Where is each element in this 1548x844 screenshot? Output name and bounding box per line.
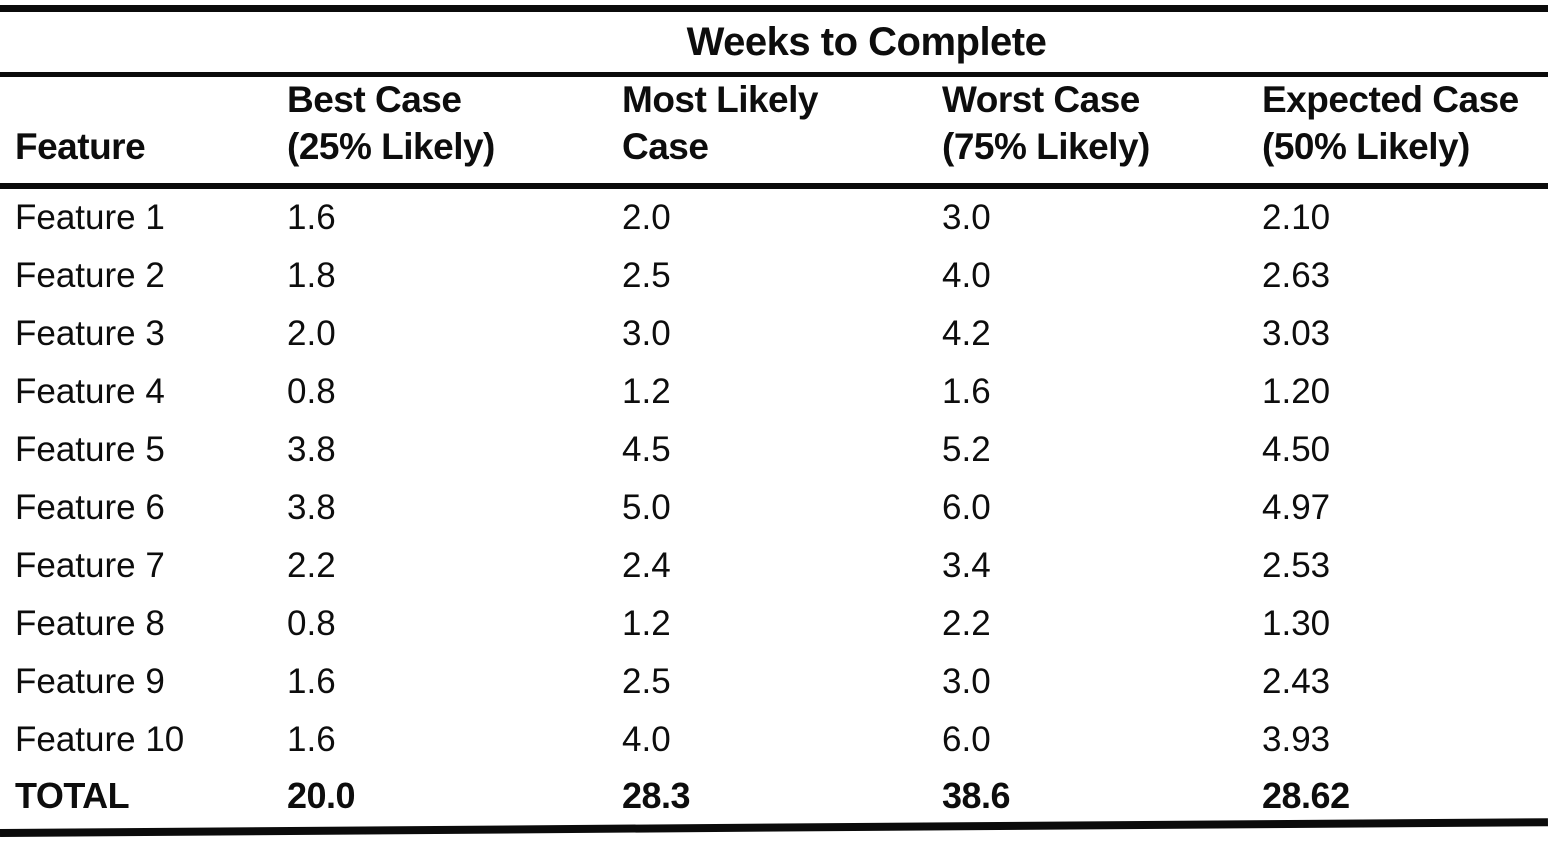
total-expected-case-cell: 28.62 [1262, 775, 1350, 816]
expected-case-cell: 2.43 [1262, 662, 1331, 701]
worst-case-cell: 3.4 [942, 546, 991, 585]
column-header-worst-case-line1: Worst Case [942, 79, 1140, 120]
best-case-cell: 0.8 [287, 604, 336, 643]
feature-cell: Feature 4 [15, 372, 165, 411]
table-row: Feature 7 2.2 2.4 3.4 2.53 [0, 537, 1548, 595]
column-header-most-likely-line1: Most Likely [622, 79, 819, 120]
expected-case-cell: 2.53 [1262, 546, 1331, 585]
most-likely-cell: 2.4 [622, 546, 671, 585]
feature-cell: Feature 10 [15, 720, 185, 759]
table-row: Feature 5 3.8 4.5 5.2 4.50 [0, 421, 1548, 479]
feature-cell: Feature 3 [15, 314, 165, 353]
table-row: Feature 10 1.6 4.0 6.0 3.93 [0, 711, 1548, 769]
column-header-expected-case-line1: Expected Case [1262, 79, 1519, 120]
header-underline-rule [0, 183, 1548, 189]
total-worst-case-cell: 38.6 [942, 775, 1011, 816]
expected-case-cell: 1.20 [1262, 372, 1331, 411]
total-most-likely-cell: 28.3 [622, 775, 691, 816]
best-case-cell: 1.8 [287, 256, 336, 295]
top-rule [0, 5, 1548, 12]
most-likely-cell: 3.0 [622, 314, 671, 353]
feature-cell: Feature 6 [15, 488, 165, 527]
worst-case-cell: 2.2 [942, 604, 991, 643]
expected-case-cell: 3.03 [1262, 314, 1331, 353]
feature-cell: Feature 5 [15, 430, 165, 469]
best-case-cell: 0.8 [287, 372, 336, 411]
column-header-best-case-line1: Best Case [287, 79, 462, 120]
column-header-row: Feature Best Case (25% Likely) Most Like… [0, 77, 1548, 183]
spanner-row: Weeks to Complete [0, 12, 1548, 72]
worst-case-cell: 4.0 [942, 256, 991, 295]
expected-case-cell: 2.63 [1262, 256, 1331, 295]
best-case-cell: 1.6 [287, 662, 336, 701]
table-row: Feature 6 3.8 5.0 6.0 4.97 [0, 479, 1548, 537]
column-header-feature: Feature [0, 77, 285, 183]
column-header-worst-case: Worst Case (75% Likely) [940, 77, 1260, 183]
feature-cell: Feature 8 [15, 604, 165, 643]
spanner-underline-rule [0, 72, 1548, 77]
column-header-most-likely-line2: Case [622, 125, 709, 167]
column-header-most-likely: Most Likely Case [620, 77, 940, 183]
column-header-feature-label: Feature [15, 125, 146, 167]
worst-case-cell: 5.2 [942, 430, 991, 469]
best-case-cell: 3.8 [287, 488, 336, 527]
most-likely-cell: 1.2 [622, 372, 671, 411]
column-header-best-case-line2: (25% Likely) [287, 125, 495, 167]
table-spanner-heading: Weeks to Complete [686, 19, 1047, 64]
most-likely-cell: 4.5 [622, 430, 671, 469]
best-case-cell: 2.2 [287, 546, 336, 585]
table-total-row: TOTAL 20.0 28.3 38.6 28.62 [0, 769, 1548, 823]
table-row: Feature 2 1.8 2.5 4.0 2.63 [0, 247, 1548, 305]
worst-case-cell: 1.6 [942, 372, 991, 411]
feature-cell: Feature 9 [15, 662, 165, 701]
best-case-cell: 3.8 [287, 430, 336, 469]
table-row: Feature 4 0.8 1.2 1.6 1.20 [0, 363, 1548, 421]
most-likely-cell: 5.0 [622, 488, 671, 527]
table-row: Feature 1 1.6 2.0 3.0 2.10 [0, 189, 1548, 247]
column-header-expected-case-line2: (50% Likely) [1262, 125, 1470, 167]
feature-cell: Feature 1 [15, 198, 165, 237]
most-likely-cell: 2.0 [622, 198, 671, 237]
worst-case-cell: 6.0 [942, 720, 991, 759]
most-likely-cell: 4.0 [622, 720, 671, 759]
table-body: Feature 1 1.6 2.0 3.0 2.10 Feature 2 1.8… [0, 189, 1548, 823]
best-case-cell: 2.0 [287, 314, 336, 353]
expected-case-cell: 2.10 [1262, 198, 1331, 237]
expected-case-cell: 4.97 [1262, 488, 1331, 527]
total-label-cell: TOTAL [15, 775, 130, 816]
worst-case-cell: 4.2 [942, 314, 991, 353]
expected-case-cell: 4.50 [1262, 430, 1331, 469]
best-case-cell: 1.6 [287, 720, 336, 759]
table-row: Feature 9 1.6 2.5 3.0 2.43 [0, 653, 1548, 711]
feature-cell: Feature 2 [15, 256, 165, 295]
expected-case-cell: 3.93 [1262, 720, 1331, 759]
expected-case-cell: 1.30 [1262, 604, 1331, 643]
column-header-best-case: Best Case (25% Likely) [285, 77, 620, 183]
column-header-expected-case: Expected Case (50% Likely) [1260, 77, 1548, 183]
table-row: Feature 3 2.0 3.0 4.2 3.03 [0, 305, 1548, 363]
column-header-worst-case-line2: (75% Likely) [942, 125, 1150, 167]
table-row: Feature 8 0.8 1.2 2.2 1.30 [0, 595, 1548, 653]
worst-case-cell: 3.0 [942, 198, 991, 237]
best-case-cell: 1.6 [287, 198, 336, 237]
worst-case-cell: 6.0 [942, 488, 991, 527]
most-likely-cell: 1.2 [622, 604, 671, 643]
feature-cell: Feature 7 [15, 546, 165, 585]
most-likely-cell: 2.5 [622, 662, 671, 701]
worst-case-cell: 3.0 [942, 662, 991, 701]
total-best-case-cell: 20.0 [287, 775, 356, 816]
most-likely-cell: 2.5 [622, 256, 671, 295]
